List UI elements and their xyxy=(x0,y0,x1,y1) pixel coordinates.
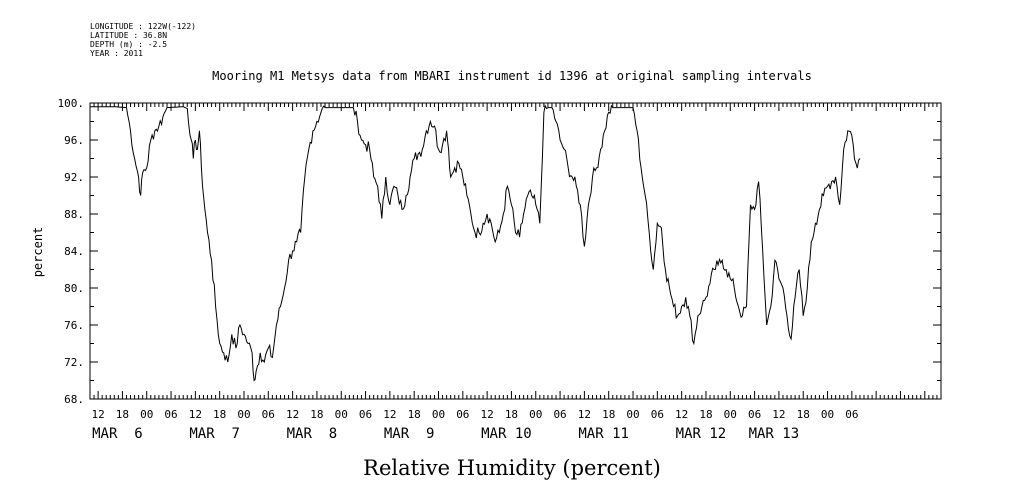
x-tick-label: 00 xyxy=(432,408,445,421)
x-tick-label: 06 xyxy=(164,408,177,421)
x-tick-label: 18 xyxy=(797,408,810,421)
humidity-series-line xyxy=(90,104,861,382)
y-axis-label: percent xyxy=(31,227,45,278)
plot-frame xyxy=(89,102,942,400)
chart-title: Mooring M1 Metsys data from MBARI instru… xyxy=(212,69,812,83)
x-tick-label: 06 xyxy=(651,408,664,421)
x-tick-label: 06 xyxy=(845,408,858,421)
longitude-text: LONGITUDE : 122W(-122) xyxy=(90,22,196,31)
y-tick-label: 100. xyxy=(58,97,85,110)
x-tick-label: 12 xyxy=(675,408,688,421)
x-tick-label: 00 xyxy=(237,408,250,421)
date-label: MAR 9 xyxy=(384,426,435,442)
x-tick-label: 18 xyxy=(505,408,518,421)
y-tick-label: 96. xyxy=(64,134,84,147)
x-tick-label: 06 xyxy=(553,408,566,421)
x-tick-label: 18 xyxy=(310,408,323,421)
date-label: MAR 8 xyxy=(287,426,338,442)
x-tick-label: 18 xyxy=(699,408,712,421)
x-tick-label: 00 xyxy=(140,408,153,421)
date-label: MAR 11 xyxy=(578,426,629,442)
x-tick-label: 06 xyxy=(456,408,469,421)
x-tick-label: 12 xyxy=(189,408,202,421)
y-tick-label: 92. xyxy=(64,171,84,184)
y-tick-label: 80. xyxy=(64,282,84,295)
y-tick-label: 88. xyxy=(64,208,84,221)
x-tick-label: 12 xyxy=(91,408,104,421)
y-tick-label: 68. xyxy=(64,393,84,406)
x-tick-label: 06 xyxy=(748,408,761,421)
x-tick-label: 18 xyxy=(213,408,226,421)
x-tick-label: 12 xyxy=(286,408,299,421)
x-tick-label: 06 xyxy=(262,408,275,421)
date-label: MAR 10 xyxy=(481,426,532,442)
date-labels: MAR 6 MAR 7 MAR 8 MAR 9 MAR 10 MAR 11 MAR 12 MA… xyxy=(92,426,799,442)
x-tick-label: 12 xyxy=(481,408,494,421)
depth-text: DEPTH (m) : -2.5 xyxy=(90,40,168,49)
x-axis-label: Relative Humidity (percent) xyxy=(363,456,661,480)
x-tick-label: 00 xyxy=(724,408,737,421)
x-tick-label: 18 xyxy=(602,408,615,421)
date-label: MAR 12 xyxy=(676,426,727,442)
x-tick-label: 12 xyxy=(772,408,785,421)
y-tick-label: 84. xyxy=(64,245,84,258)
x-tick-label: 12 xyxy=(578,408,591,421)
y-tick-label: 72. xyxy=(64,356,84,369)
x-tick-label: 18 xyxy=(408,408,421,421)
x-tick-label: 00 xyxy=(821,408,834,421)
y-axis: 100. 96. 92. 88. 84. 80. 76. 72. 68. xyxy=(58,97,941,406)
date-label: MAR 6 xyxy=(92,426,143,442)
x-tick-label: 00 xyxy=(529,408,542,421)
date-label: MAR 13 xyxy=(749,426,800,442)
x-tick-label: 00 xyxy=(626,408,639,421)
year-text: YEAR : 2011 xyxy=(90,49,143,58)
x-tick-label: 06 xyxy=(359,408,372,421)
date-label: MAR 7 xyxy=(189,426,240,442)
y-tick-label: 76. xyxy=(64,319,84,332)
latitude-text: LATITUDE : 36.8N xyxy=(90,31,168,40)
x-axis: 12 18 00 06 12 18 00 06 12 18 00 06 12 18 00 06 12 18 00 06… xyxy=(89,103,942,421)
x-tick-label: 00 xyxy=(335,408,348,421)
x-tick-label: 18 xyxy=(116,408,129,421)
x-tick-label: 12 xyxy=(383,408,396,421)
